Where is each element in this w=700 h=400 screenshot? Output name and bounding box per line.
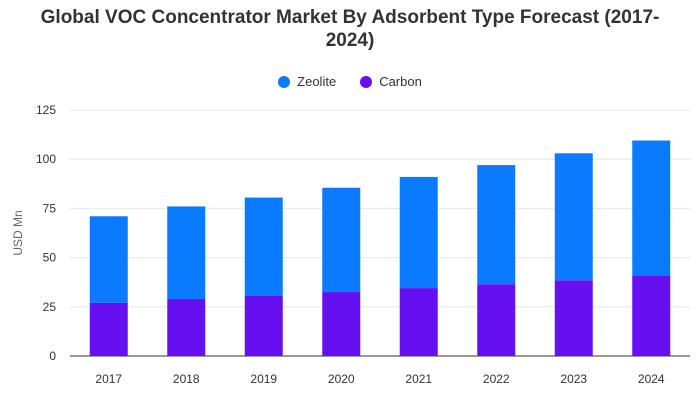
chart-title-line1: Global VOC Concentrator Market By Adsorb… (40, 7, 660, 28)
x-tick-label-2024: 2024 (638, 372, 665, 386)
x-tick-label-2019: 2019 (250, 372, 277, 386)
x-tick-label-2022: 2022 (483, 372, 510, 386)
legend: Zeolite Carbon (0, 74, 700, 89)
y-tick-label-50: 50 (43, 251, 57, 265)
x-tick-label-2018: 2018 (173, 372, 200, 386)
legend-label-carbon: Carbon (379, 74, 422, 89)
bar-zeolite-2021 (399, 176, 438, 289)
y-axis-label: USD Mn (11, 210, 25, 255)
y-tick-label-0: 0 (49, 349, 56, 363)
legend-label-zeolite: Zeolite (297, 74, 337, 89)
bar-zeolite-2018 (167, 206, 206, 299)
bar-carbon-2019 (244, 295, 283, 356)
y-tick-label-125: 125 (36, 103, 56, 117)
x-tick-label-2021: 2021 (405, 372, 432, 386)
bar-carbon-2024 (632, 275, 671, 356)
bar-zeolite-2020 (322, 187, 361, 293)
x-tick-label-2020: 2020 (328, 372, 355, 386)
chart-title-line2: 2024) (325, 30, 375, 51)
bar-carbon-2018 (167, 298, 206, 356)
legend-swatch-zeolite (278, 75, 291, 88)
legend-swatch-carbon (360, 75, 373, 88)
chart-title: Global VOC Concentrator Market By Adsorb… (0, 6, 700, 52)
bar-carbon-2023 (554, 280, 593, 356)
x-tick-label-2017: 2017 (95, 372, 122, 386)
bar-carbon-2021 (399, 288, 438, 356)
bar-carbon-2017 (89, 302, 128, 356)
bar-zeolite-2023 (554, 153, 593, 281)
y-tick-label-25: 25 (43, 300, 57, 314)
legend-item-carbon[interactable]: Carbon (360, 74, 422, 89)
bar-carbon-2020 (322, 292, 361, 356)
bar-zeolite-2024 (632, 140, 671, 276)
bar-zeolite-2019 (244, 197, 283, 296)
bar-zeolite-2022 (477, 165, 516, 285)
bar-carbon-2022 (477, 284, 516, 356)
x-tick-label-2023: 2023 (560, 372, 587, 386)
legend-item-zeolite[interactable]: Zeolite (278, 74, 336, 89)
y-tick-label-100: 100 (36, 152, 56, 166)
bar-zeolite-2017 (89, 216, 128, 303)
y-tick-label-75: 75 (43, 201, 57, 215)
